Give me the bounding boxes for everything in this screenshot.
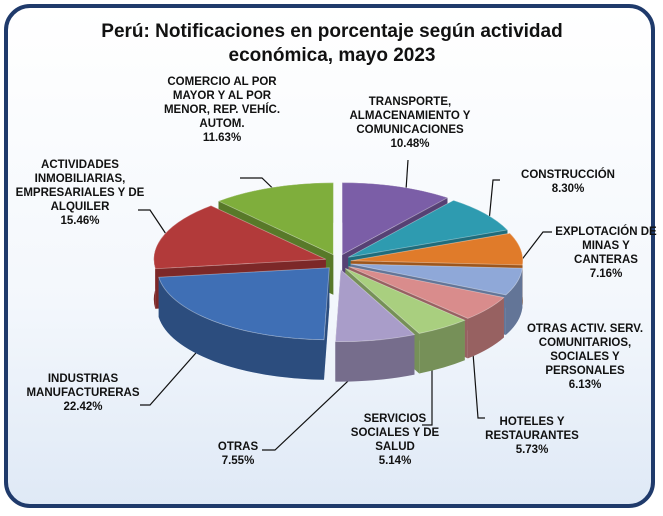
leader-line	[422, 355, 433, 426]
slice-label: OTRAS ACTIV. SERV. COMUNITARIOS, SOCIALE…	[525, 322, 645, 392]
slice-shade	[335, 334, 415, 382]
category-label: OTRAS ACTIV. SERV. COMUNITARIOS, SOCIALE…	[526, 323, 644, 377]
value-label: 6.13%	[568, 379, 602, 391]
slice-label: EXPLOTACIÓN DE MINAS Y CANTERAS 7.16%	[551, 225, 661, 281]
leader-line	[487, 179, 500, 233]
slice-top	[217, 182, 334, 256]
category-label: COMERCIO AL POR MAYOR Y AL POR MENOR, RE…	[163, 76, 281, 130]
pie-slice	[158, 267, 330, 380]
value-label: 22.42%	[63, 401, 103, 413]
slice-shade	[505, 268, 523, 335]
slice-shade	[158, 277, 324, 380]
slice-label: TRANSPORTE, ALMACENAMIENTO Y COMUNICACIO…	[340, 95, 480, 151]
category-label: INDUSTRIAS MANUFACTURERAS	[26, 373, 140, 399]
value-label: 5.14%	[378, 455, 412, 467]
leader-line	[519, 231, 552, 263]
slice-label: CONSTRUCCIÓN 8.30%	[513, 168, 623, 196]
slice-side	[335, 334, 415, 382]
slice-side	[158, 277, 324, 380]
value-label: 15.46%	[60, 215, 100, 227]
slice-top	[153, 205, 326, 270]
slice-shade	[419, 320, 465, 374]
slice-top	[348, 266, 505, 319]
slice-label: ACTIVIDADES INMOBILIARIAS, EMPRESARIALES…	[15, 158, 145, 228]
value-label: 10.48%	[390, 138, 430, 150]
slice-top	[350, 263, 523, 296]
category-label: EXPLOTACIÓN DE MINAS Y CANTERAS	[555, 226, 657, 266]
category-label: OTRAS	[217, 441, 259, 453]
slice-label: INDUSTRIAS MANUFACTURERAS 22.42%	[18, 372, 148, 414]
category-label: ACTIVIDADES INMOBILIARIAS, EMPRESARIALES…	[15, 159, 145, 213]
category-label: SERVICIOS SOCIALES Y DE SALUD	[350, 413, 440, 453]
slice-side	[505, 268, 523, 335]
value-label: 11.63%	[202, 132, 242, 144]
slice-top	[341, 182, 449, 256]
slice-shade	[467, 297, 504, 359]
category-label: CONSTRUCCIÓN	[521, 169, 615, 181]
chart-title: Perú: Notificaciones en porcentaje según…	[101, 21, 563, 66]
slice-label: COMERCIO AL POR MAYOR Y AL POR MENOR, RE…	[160, 75, 285, 145]
value-label: 7.55%	[221, 455, 255, 467]
pie-slice	[334, 268, 416, 382]
slice-label: HOTELES Y RESTAURANTES 5.73%	[472, 415, 592, 457]
value-label: 7.16%	[589, 268, 623, 280]
category-label: TRANSPORTE, ALMACENAMIENTO Y COMUNICACIO…	[349, 96, 471, 136]
value-label: 8.30%	[551, 183, 585, 195]
slice-side	[467, 297, 504, 359]
slice-top	[348, 199, 509, 258]
slice-label: SERVICIOS SOCIALES Y DE SALUD 5.14%	[340, 412, 450, 468]
value-label: 5.73%	[515, 444, 549, 456]
category-label: HOTELES Y RESTAURANTES	[485, 416, 579, 442]
slice-top	[334, 268, 416, 343]
slice-top	[158, 267, 330, 341]
slice-top	[345, 268, 466, 334]
slice-top	[350, 232, 524, 266]
slice-label: OTRAS 7.55%	[208, 440, 268, 468]
slice-side	[419, 320, 465, 374]
pie	[153, 182, 524, 382]
leader-line	[138, 209, 171, 241]
leader-line	[262, 364, 366, 451]
leader-line	[471, 339, 485, 419]
